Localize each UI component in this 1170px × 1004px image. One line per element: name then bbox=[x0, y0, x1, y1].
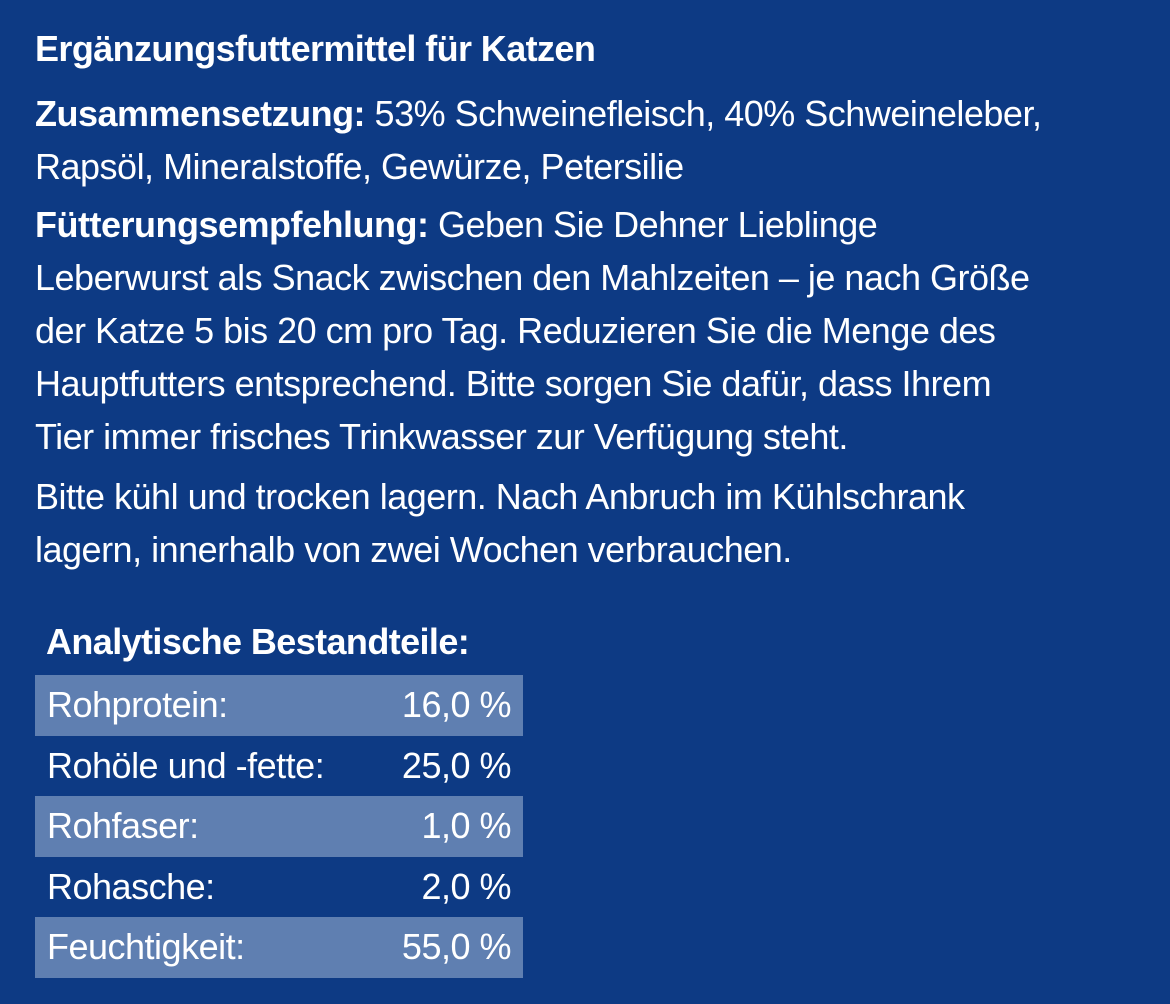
feeding-line-1: Fütterungsempfehlung: Geben Sie Dehner L… bbox=[35, 198, 1145, 251]
feeding-line-4: Hauptfutters entsprechend. Bitte sorgen … bbox=[35, 363, 992, 404]
feeding-paragraph: Fütterungsempfehlung: Geben Sie Dehner L… bbox=[35, 198, 1145, 463]
composition-text-1: 53% Schweinefleisch, 40% Schweineleber, bbox=[365, 93, 1042, 134]
row-label: Feuchtigkeit: bbox=[47, 926, 245, 968]
feeding-line-5: Tier immer frisches Trinkwasser zur Verf… bbox=[35, 416, 848, 457]
composition-line-2: Rapsöl, Mineralstoffe, Gewürze, Petersil… bbox=[35, 146, 684, 187]
table-row: Rohfaser: 1,0 % bbox=[35, 796, 523, 857]
row-value: 1,0 % bbox=[421, 805, 511, 847]
row-value: 16,0 % bbox=[401, 684, 512, 726]
product-title: Ergänzungsfuttermittel für Katzen bbox=[35, 28, 596, 69]
composition-paragraph: Zusammensetzung: 53% Schweinefleisch, 40… bbox=[35, 87, 1145, 193]
row-value: 25,0 % bbox=[401, 744, 512, 786]
composition-label: Zusammensetzung: bbox=[35, 93, 366, 134]
row-label: Rohasche: bbox=[47, 865, 215, 907]
row-value: 2,0 % bbox=[421, 865, 511, 907]
composition-line-1: Zusammensetzung: 53% Schweinefleisch, 40… bbox=[35, 87, 1145, 140]
feeding-line-2: Leberwurst als Snack zwischen den Mahlze… bbox=[35, 257, 1030, 298]
row-label: Rohfaser: bbox=[47, 805, 199, 847]
row-label: Rohprotein: bbox=[47, 684, 228, 726]
storage-line-2: lagern, innerhalb von zwei Wochen verbra… bbox=[35, 529, 792, 570]
storage-line-1: Bitte kühl und trocken lagern. Nach Anbr… bbox=[35, 476, 965, 517]
table-row: Rohöle und -fette: 25,0 % bbox=[35, 736, 523, 797]
feeding-text-1: Geben Sie Dehner Lieblinge bbox=[428, 204, 878, 245]
table-row: Rohprotein: 16,0 % bbox=[35, 675, 523, 736]
analytics-heading: Analytische Bestandteile: bbox=[46, 621, 470, 662]
row-value: 55,0 % bbox=[401, 926, 512, 968]
row-label: Rohöle und -fette: bbox=[47, 744, 325, 786]
feeding-label: Fütterungsempfehlung: bbox=[35, 204, 429, 245]
table-row: Feuchtigkeit: 55,0 % bbox=[35, 917, 523, 978]
storage-paragraph: Bitte kühl und trocken lagern. Nach Anbr… bbox=[35, 470, 1145, 576]
analytics-table: Rohprotein: 16,0 % Rohöle und -fette: 25… bbox=[35, 675, 523, 978]
feeding-line-3: der Katze 5 bis 20 cm pro Tag. Reduziere… bbox=[35, 310, 996, 351]
table-row: Rohasche: 2,0 % bbox=[35, 857, 523, 918]
